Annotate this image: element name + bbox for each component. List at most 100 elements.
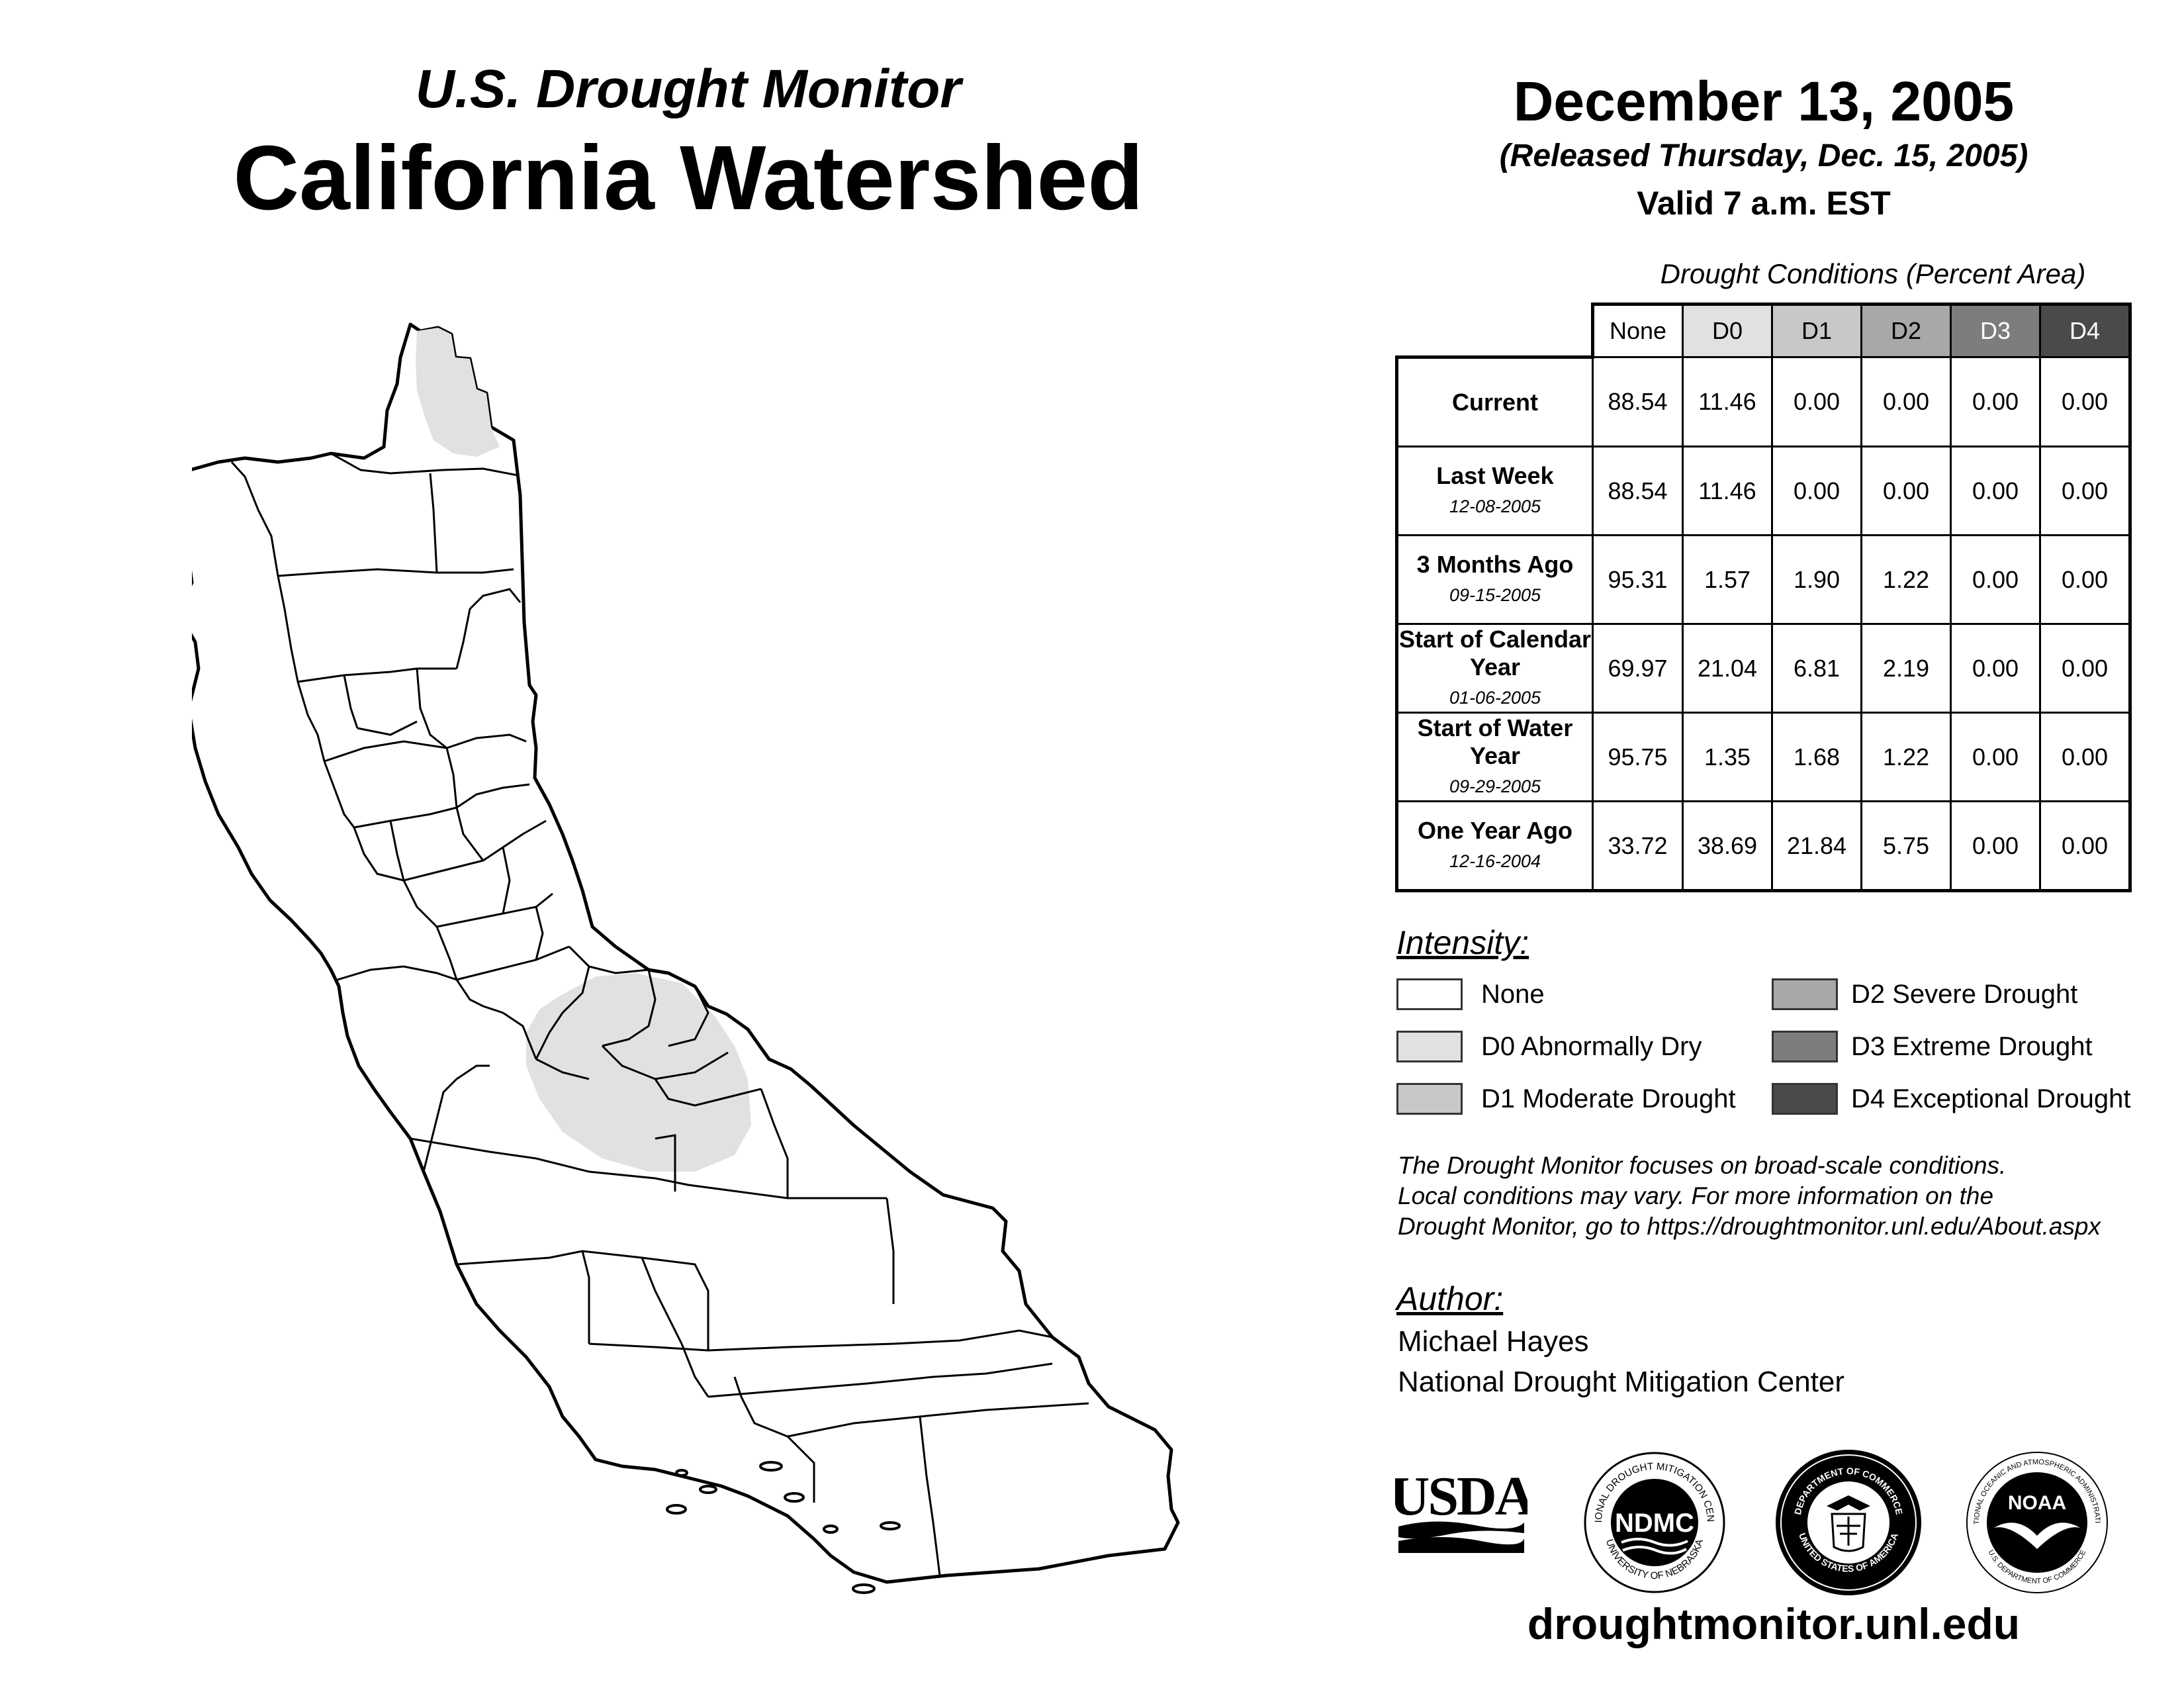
- table-cell: 95.31: [1592, 534, 1684, 625]
- table-caption: Drought Conditions (Percent Area): [1660, 258, 2086, 289]
- table-row-3-months-ago: 3 Months Ago 09-15-2005 95.31 1.57 1.90 1…: [1395, 534, 2132, 625]
- table-cell: 0.00: [1860, 356, 1952, 447]
- row-label: Start of Calendar Year 01-06-2005: [1395, 623, 1594, 714]
- table-header-row: None D0 D1 D2 D3 D4: [1396, 303, 2132, 359]
- row-date: 12-08-2005: [1449, 496, 1541, 516]
- legend-swatch: [1396, 1031, 1463, 1062]
- row-label: Start of Water Year 09-29-2005: [1395, 712, 1594, 802]
- row-date: 09-29-2005: [1449, 776, 1541, 796]
- state-outline: [192, 322, 1180, 1584]
- row-date: 01-06-2005: [1449, 687, 1541, 708]
- author-name: Michael Hayes: [1398, 1325, 1589, 1358]
- legend-title: Intensity:: [1396, 924, 1529, 961]
- table-cell: 0.00: [1950, 800, 2041, 892]
- ndmc-logo-text: NDMC: [1615, 1509, 1694, 1538]
- row-date: 09-15-2005: [1449, 585, 1541, 605]
- island: [759, 1461, 783, 1472]
- row-label: Current: [1395, 356, 1594, 447]
- table-row-one-year-ago: One Year Ago 12-16-2004 33.72 38.69 21.84…: [1395, 800, 2132, 892]
- table-cell: 88.54: [1592, 356, 1684, 447]
- legend-label: D3 Extreme Drought: [1851, 1032, 2093, 1061]
- legend-label: D2 Severe Drought: [1851, 980, 2078, 1009]
- table-cell: 0.00: [1771, 356, 1862, 447]
- table-row-last-week: Last Week 12-08-2005 88.54 11.46 0.00 0.0…: [1395, 445, 2132, 536]
- table-cell: 0.00: [1950, 623, 2041, 714]
- col-header-none: None: [1591, 303, 1684, 358]
- table-cell: 1.22: [1860, 534, 1952, 625]
- author-title: Author:: [1396, 1280, 1504, 1317]
- website-url: droughtmonitor.unl.edu: [1527, 1599, 2021, 1648]
- table-cell: 1.22: [1860, 712, 1952, 802]
- table-row-start-calendar-year: Start of Calendar Year 01-06-2005 69.97 2…: [1395, 623, 2132, 714]
- table-cell: 1.35: [1682, 712, 1773, 802]
- table-cell: 1.57: [1682, 534, 1773, 625]
- d0-area-northeast: [416, 328, 500, 457]
- table-row-start-water-year: Start of Water Year 09-29-2005 95.75 1.35…: [1395, 712, 2132, 802]
- noaa-logo-text: NOAA: [2008, 1492, 2066, 1514]
- table-cell: 0.00: [2039, 623, 2132, 714]
- usda-logo: USDA: [1395, 1466, 1527, 1553]
- legend-swatch: [1772, 1031, 1838, 1062]
- disclaimer-note: The Drought Monitor focuses on broad-sca…: [1398, 1150, 2101, 1242]
- legend-swatch: [1772, 1083, 1838, 1115]
- watershed-boundaries: [230, 452, 1089, 1576]
- note-line: The Drought Monitor focuses on broad-sca…: [1398, 1152, 2007, 1179]
- table-cell: 0.00: [1950, 445, 2041, 536]
- ndmc-logo: NATIONAL DROUGHT MITIGATION CENTER UNIVE…: [1582, 1450, 1725, 1593]
- table-cell: 21.04: [1682, 623, 1773, 714]
- table-cell: 0.00: [2039, 712, 2132, 802]
- table-cell: 33.72: [1592, 800, 1684, 892]
- table-cell: 38.69: [1682, 800, 1773, 892]
- table-cell: 0.00: [1771, 445, 1862, 536]
- table-cell: 1.68: [1771, 712, 1862, 802]
- col-header-d3: D3: [1950, 303, 2041, 358]
- col-header-d0: D0: [1682, 303, 1773, 358]
- table-cell: 69.97: [1592, 623, 1684, 714]
- drought-conditions-table: None D0 D1 D2 D3 D4 Current 88.54 11.46 …: [1395, 303, 2132, 892]
- legend-swatch: [1772, 978, 1838, 1010]
- table-cell: 6.81: [1771, 623, 1862, 714]
- note-line: Drought Monitor, go to https://droughtmo…: [1398, 1213, 2101, 1240]
- legend-label: D4 Exceptional Drought: [1851, 1084, 2131, 1113]
- table-cell: 21.84: [1771, 800, 1862, 892]
- table-cell: 2.19: [1860, 623, 1952, 714]
- table-cell: 0.00: [1950, 356, 2041, 447]
- island: [675, 1469, 688, 1477]
- table-cell: 88.54: [1592, 445, 1684, 536]
- table-cell: 0.00: [2039, 445, 2132, 536]
- california-watershed-map: [192, 322, 1180, 1594]
- col-header-d2: D2: [1860, 303, 1952, 358]
- table-cell: 0.00: [2039, 800, 2132, 892]
- table-cell: 0.00: [2039, 356, 2132, 447]
- island: [784, 1492, 805, 1503]
- island: [666, 1504, 687, 1515]
- table-cell: 95.75: [1592, 712, 1684, 802]
- table-cell: 0.00: [1950, 712, 2041, 802]
- col-header-d1: D1: [1771, 303, 1862, 358]
- island: [823, 1524, 839, 1534]
- island: [880, 1521, 901, 1530]
- row-label: One Year Ago 12-16-2004: [1395, 800, 1594, 892]
- table-cell: 1.90: [1771, 534, 1862, 625]
- release-date: (Released Thursday, Dec. 15, 2005): [1499, 138, 2028, 173]
- row-label: 3 Months Ago 09-15-2005: [1395, 534, 1594, 625]
- table-corner: [1396, 304, 1593, 359]
- legend-label: D1 Moderate Drought: [1481, 1084, 1736, 1113]
- table-cell: 0.00: [1950, 534, 2041, 625]
- island: [852, 1583, 876, 1594]
- usda-logo-text: USDA: [1395, 1466, 1527, 1527]
- row-label: Last Week 12-08-2005: [1395, 445, 1594, 536]
- island: [699, 1485, 717, 1494]
- table-cell: 11.46: [1682, 445, 1773, 536]
- legend-label: D0 Abnormally Dry: [1481, 1032, 1702, 1061]
- coastal-islands: [666, 1461, 901, 1594]
- noaa-logo: NATIONAL OCEANIC AND ATMOSPHERIC ADMINIS…: [1964, 1450, 2108, 1593]
- table-cell: 0.00: [1860, 445, 1952, 536]
- col-header-d4: D4: [2039, 303, 2132, 358]
- legend-label: None: [1481, 980, 1545, 1009]
- map-date: December 13, 2005: [1513, 70, 2015, 132]
- table-cell: 11.46: [1682, 356, 1773, 447]
- valid-time: Valid 7 a.m. EST: [1637, 185, 1891, 222]
- commerce-seal-logo: DEPARTMENT OF COMMERCE UNITED STATES OF …: [1776, 1450, 1921, 1595]
- map-subtitle: U.S. Drought Monitor: [415, 59, 962, 119]
